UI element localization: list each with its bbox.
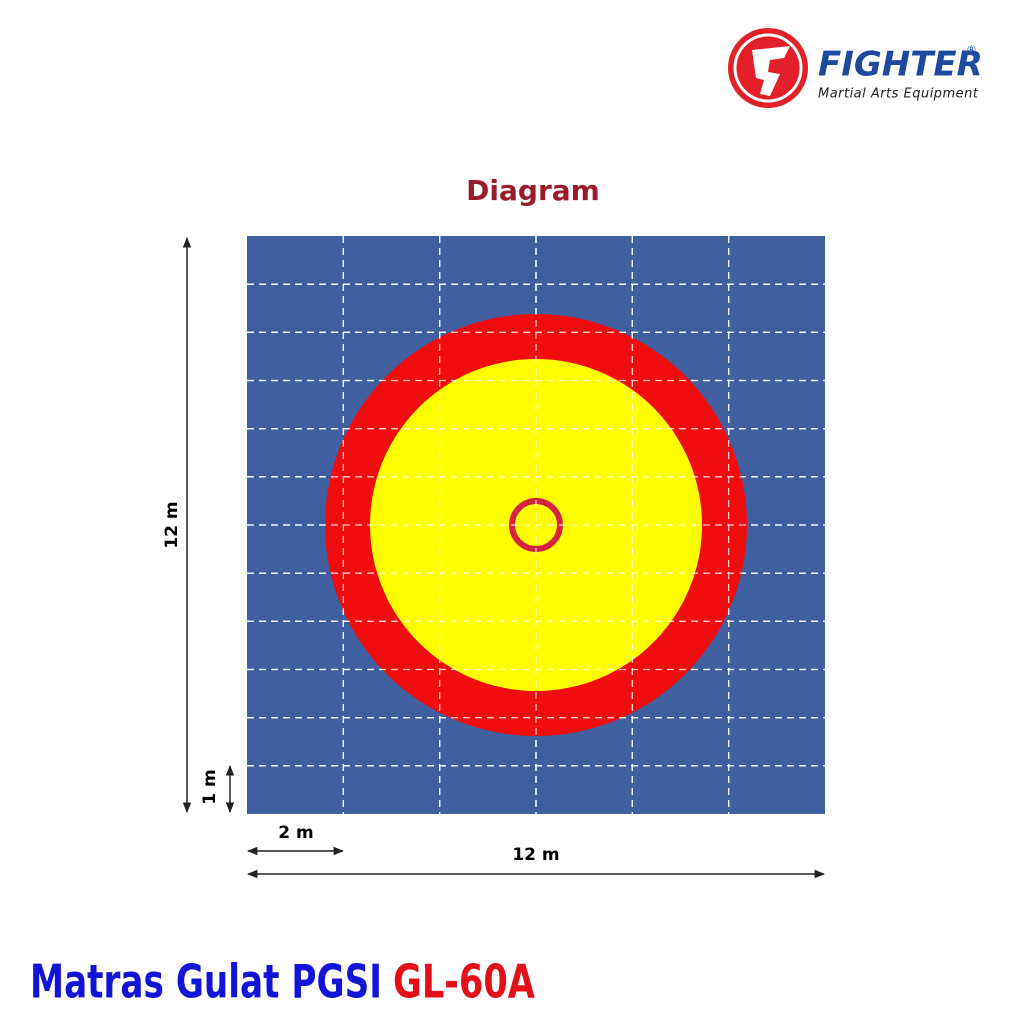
height-label: 12 m: [162, 501, 182, 548]
logo-brand: FIGHTER: [818, 45, 983, 85]
width-label: 12 m: [512, 845, 559, 865]
logo-ring: [733, 33, 803, 103]
column-label: 2 m: [278, 823, 313, 843]
product-model: GL-60A: [393, 955, 535, 1009]
logo-tagline: Martial Arts Equipment: [818, 87, 979, 102]
diagram-heading: Diagram: [466, 174, 600, 207]
logo-figure: [752, 46, 790, 96]
logo-registered: ®: [966, 43, 977, 56]
mat-grid-overlay: [247, 236, 825, 814]
logo: FIGHTER ® Martial Arts Equipment: [728, 28, 983, 108]
row-label: 1 m: [200, 769, 220, 804]
product-title: Matras Gulat PGSI: [30, 955, 382, 1009]
